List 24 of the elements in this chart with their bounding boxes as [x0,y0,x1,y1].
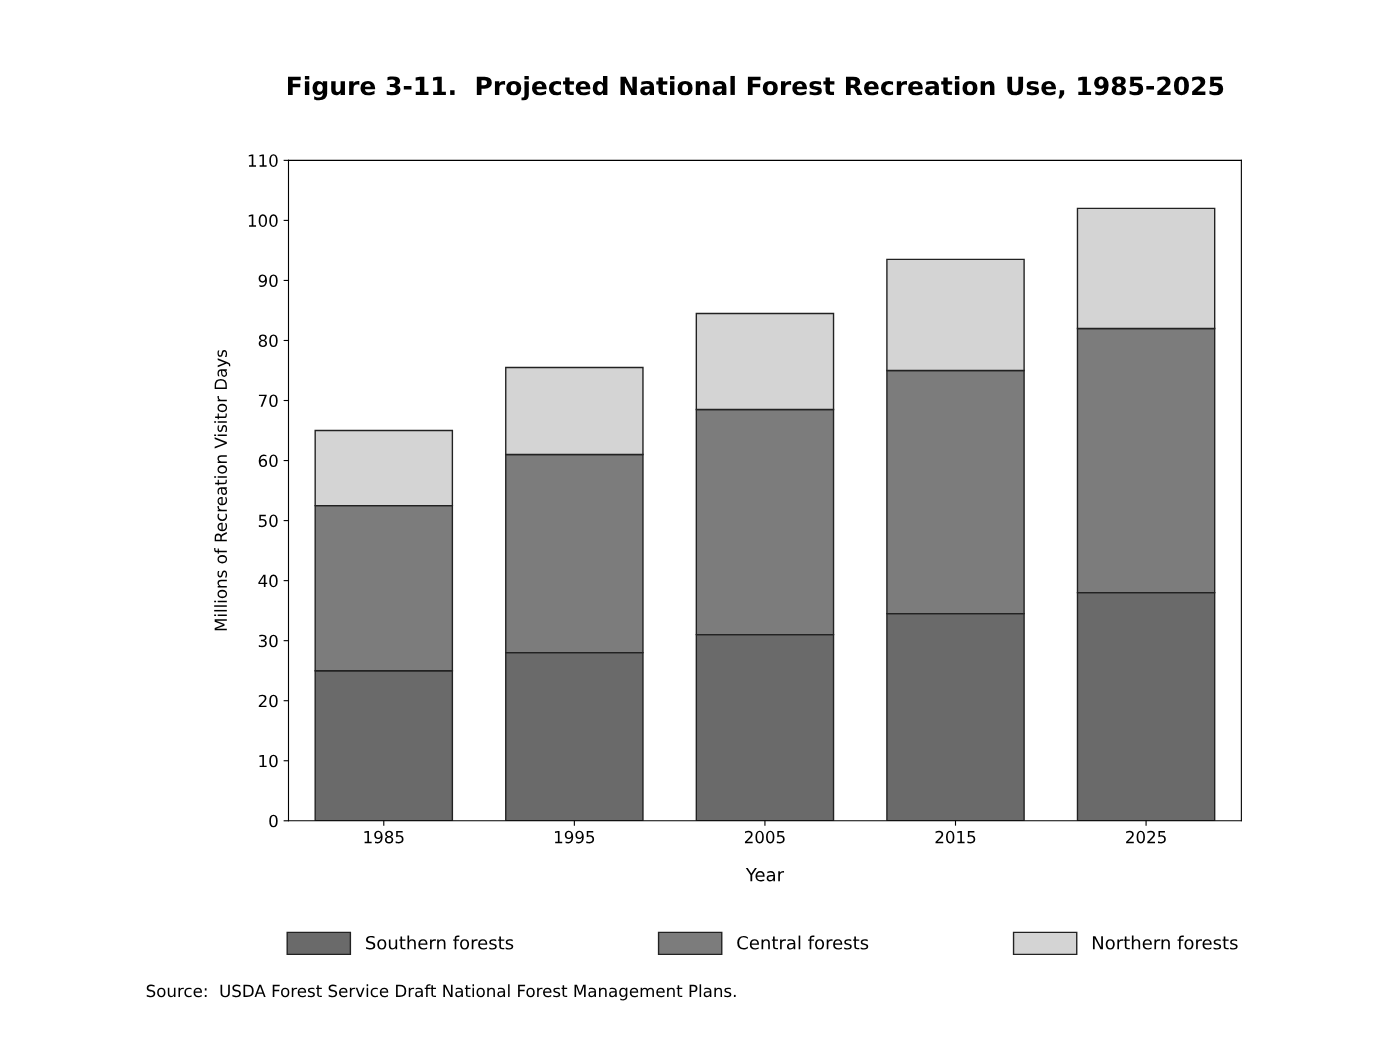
y-tick-label: 30 [258,634,278,648]
y-tick-label: 80 [258,334,278,348]
y-tick-label: 90 [258,274,278,288]
legend-label: Southern forests [366,935,514,950]
y-tick-label: 40 [258,574,278,588]
y-tick-label: 20 [258,694,278,708]
y-tick-label: 100 [248,214,278,227]
x-tick-label: 1985 [364,830,404,844]
x-tick-label: 1995 [554,830,595,844]
y-tick-label: 70 [258,394,278,408]
y-tick-label: 10 [259,754,278,768]
x-tick-label: 2015 [935,830,976,844]
x-tick-label: 2005 [744,830,785,844]
y-axis-title: Millions of Recreation Visitor Days [214,349,231,631]
legend-label: Northern forests [1092,935,1238,950]
x-tick-label: 2025 [1126,830,1166,844]
x-axis-title: Year [745,868,785,882]
y-tick-label: 110 [248,154,278,167]
y-tick-label: 50 [258,514,278,528]
y-tick-label: 0 [269,814,278,828]
chart-title: Figure 3-11. Projected National Forest Recreation Use, 1985-2025 [288,75,1224,101]
source-note: Source: USDA Forest Service Draft National Forest Management Plans. [146,984,736,1001]
legend-label: Central forests [737,935,869,950]
y-tick-label: 60 [258,454,278,468]
